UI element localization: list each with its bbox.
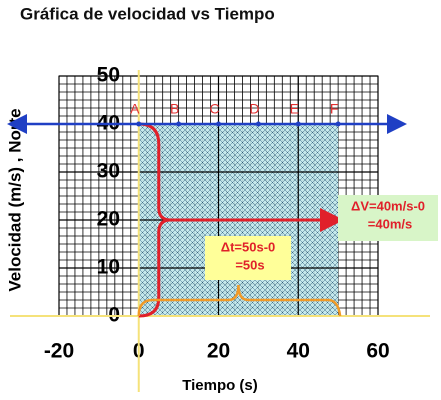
data-point [216,121,221,127]
data-point [295,121,301,127]
data-point [255,121,261,127]
annotation-box [205,236,291,280]
y-tick-label: 30 [97,160,120,183]
point-label: F [330,101,339,117]
y-tick-label: 50 [97,64,120,87]
point-label: B [170,101,179,117]
x-tick-label: 40 [287,340,310,363]
annotation-text: =40m/s [368,216,412,231]
data-point [136,121,142,127]
annotation-text: ΔV=40m/s-0 [351,198,425,213]
chart-title: Gráfica de velocidad vs Tiempo [20,4,275,23]
y-tick-label: 10 [97,256,120,279]
x-tick-label: 60 [366,340,389,363]
y-axis-label: Velocidad (m/s) , Norte [5,108,24,291]
point-label: A [130,101,140,117]
data-point [335,121,341,127]
annotation-box [338,195,438,241]
point-label: D [249,101,259,117]
y-tick-label: 20 [97,208,120,231]
x-tick-label: 20 [207,340,230,363]
annotation-text: =50s [235,257,264,272]
x-axis-label: Tiempo (s) [182,377,258,394]
x-tick-label: -20 [44,340,74,363]
annotation-text: Δt=50s-0 [221,239,276,254]
time-brace [137,284,342,317]
point-label: C [209,101,219,117]
point-label: E [290,101,299,117]
data-point [176,121,182,127]
